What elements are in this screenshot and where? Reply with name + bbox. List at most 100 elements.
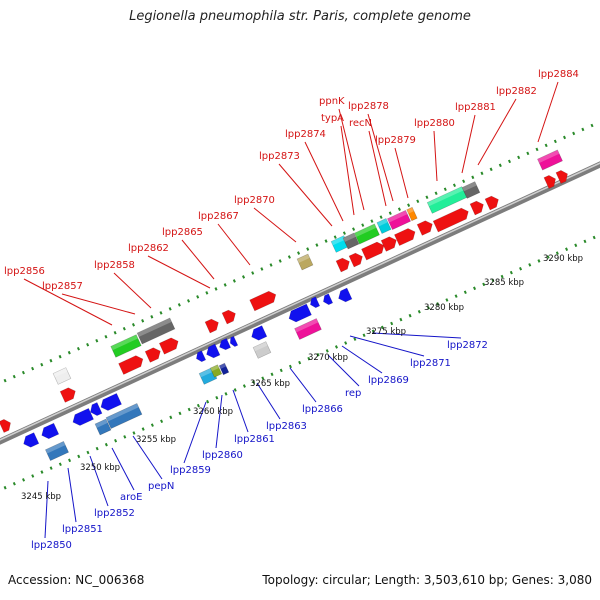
gene-typa[interactable] bbox=[354, 223, 380, 245]
gene-label-lpp2882[interactable]: lpp2882 bbox=[496, 86, 537, 97]
gene-label-lpp2858[interactable]: lpp2858 bbox=[94, 260, 135, 271]
gene-lpp2866[interactable] bbox=[308, 296, 321, 309]
leader-line bbox=[89, 455, 109, 507]
gene-label-lpp2878[interactable]: lpp2878 bbox=[348, 101, 389, 112]
gene-label-lpp2881[interactable]: lpp2881 bbox=[455, 102, 496, 113]
gene-lpp2859d[interactable] bbox=[228, 335, 239, 348]
leader-line bbox=[67, 467, 77, 523]
gene-lpp2851b[interactable] bbox=[39, 422, 60, 441]
gene-ppnk[interactable] bbox=[376, 218, 392, 234]
leader-line bbox=[341, 345, 383, 374]
gene-label-lpp2862[interactable]: lpp2862 bbox=[128, 243, 169, 254]
gene-aroe[interactable] bbox=[98, 392, 122, 412]
gene-lpp2856[interactable] bbox=[0, 417, 13, 433]
gene-pseudo2[interactable] bbox=[252, 341, 272, 359]
gene-label-lpp2871[interactable]: lpp2871 bbox=[410, 358, 451, 369]
gene-lpp2882[interactable] bbox=[484, 194, 501, 211]
gene-lpp2870b[interactable] bbox=[296, 253, 314, 271]
gene-lpp2879d[interactable] bbox=[380, 235, 399, 252]
gene-lpp2863[interactable] bbox=[286, 303, 312, 324]
gene-lpp2858[interactable] bbox=[110, 334, 142, 358]
gene-label-lpp2856[interactable]: lpp2856 bbox=[4, 266, 45, 277]
gene-lpp2879b[interactable] bbox=[348, 251, 365, 268]
map-title: Legionella pneumophila str. Paris, compl… bbox=[129, 9, 471, 24]
leader-line bbox=[368, 130, 387, 207]
gene-label-lpp2872[interactable]: lpp2872 bbox=[447, 340, 488, 351]
gene-label-lpp2879[interactable]: lpp2879 bbox=[375, 135, 416, 146]
leader-line bbox=[181, 239, 215, 280]
gene-label-pepn[interactable]: pepN bbox=[148, 481, 174, 492]
gene-lpp2865[interactable] bbox=[158, 336, 180, 355]
gene-lpp2859b[interactable] bbox=[204, 343, 221, 360]
gene-lpp2884b[interactable] bbox=[543, 173, 558, 189]
gene-lpp2867[interactable] bbox=[221, 308, 238, 325]
gene-lpp2884[interactable] bbox=[537, 149, 563, 171]
gene-lpp2861[interactable] bbox=[249, 325, 268, 343]
gene-rep[interactable] bbox=[321, 293, 334, 306]
gene-lpp2852b[interactable] bbox=[88, 402, 103, 417]
gene-label-lpp2869[interactable]: lpp2869 bbox=[368, 375, 409, 386]
kbp-label: 3245 kbp bbox=[21, 492, 61, 502]
chromosome-backbone bbox=[0, 161, 600, 445]
gene-label-lpp2861[interactable]: lpp2861 bbox=[234, 434, 275, 445]
gene-lpp2874[interactable] bbox=[342, 232, 360, 250]
gene-label-lpp2874[interactable]: lpp2874 bbox=[285, 129, 326, 140]
leader-line bbox=[433, 130, 438, 182]
gene-label-lpp2863[interactable]: lpp2863 bbox=[266, 421, 307, 432]
gene-lpp2850[interactable] bbox=[21, 432, 40, 450]
gene-lpp2851[interactable] bbox=[45, 440, 69, 462]
gene-lpp2862b[interactable] bbox=[144, 346, 163, 363]
gene-lpp2879c[interactable] bbox=[361, 240, 386, 261]
gene-label-lpp2880[interactable]: lpp2880 bbox=[414, 118, 455, 129]
gene-lpp2862[interactable] bbox=[118, 354, 146, 375]
gene-lpp2879e[interactable] bbox=[394, 226, 417, 247]
gene-pseudo1[interactable] bbox=[52, 367, 72, 385]
gene-label-rep[interactable]: rep bbox=[345, 388, 361, 399]
gene-label-lpp2867[interactable]: lpp2867 bbox=[198, 211, 239, 222]
gene-label-lpp2859[interactable]: lpp2859 bbox=[170, 465, 211, 476]
kbp-label: 3250 kbp bbox=[80, 463, 120, 473]
gene-lpp2869[interactable] bbox=[336, 287, 353, 304]
leader-line bbox=[147, 255, 211, 289]
gene-lpp2859c[interactable] bbox=[217, 337, 232, 351]
gene-label-aroe[interactable]: aroE bbox=[120, 492, 142, 503]
gene-label-lpp2873[interactable]: lpp2873 bbox=[259, 151, 300, 162]
gene-label-lpp2870[interactable]: lpp2870 bbox=[234, 195, 275, 206]
gene-lpp2852[interactable] bbox=[70, 407, 94, 427]
gene-lpp2881[interactable] bbox=[461, 181, 481, 199]
gene-lpp2860c[interactable] bbox=[218, 362, 230, 376]
kbp-label: 3280 kbp bbox=[424, 303, 464, 313]
gene-label-lpp2851[interactable]: lpp2851 bbox=[62, 524, 103, 535]
gene-label-lpp2850[interactable]: lpp2850 bbox=[31, 540, 72, 551]
gene-label-lpp2860[interactable]: lpp2860 bbox=[202, 450, 243, 461]
gene-lpp2870[interactable] bbox=[249, 289, 279, 312]
gene-recn[interactable] bbox=[387, 209, 411, 231]
gene-label-ppnk[interactable]: ppnK bbox=[319, 96, 345, 107]
gene-label-lpp2866[interactable]: lpp2866 bbox=[302, 404, 343, 415]
kbp-label: 3285 kbp bbox=[484, 278, 524, 288]
gene-label-lpp2852[interactable]: lpp2852 bbox=[94, 508, 135, 519]
gene-label-typa[interactable]: typA bbox=[321, 113, 344, 124]
gene-lpp2880b[interactable] bbox=[432, 206, 471, 233]
forward-scale-ring bbox=[0, 120, 600, 385]
gene-label-lpp2884[interactable]: lpp2884 bbox=[538, 69, 579, 80]
gene-lpp2879a[interactable] bbox=[335, 256, 352, 273]
kbp-label: 3270 kbp bbox=[308, 353, 348, 363]
gene-lpp2878[interactable] bbox=[406, 206, 418, 222]
gene-lpp2865b[interactable] bbox=[204, 317, 221, 334]
kbp-label: 3255 kbp bbox=[136, 435, 176, 445]
gene-label-lpp2865[interactable]: lpp2865 bbox=[162, 227, 203, 238]
gene-features bbox=[0, 149, 570, 462]
gene-lpp2857[interactable] bbox=[59, 386, 78, 403]
gene-lpp2871[interactable] bbox=[294, 318, 322, 340]
gene-lpp2859[interactable] bbox=[194, 350, 207, 363]
gene-lpp2879f[interactable] bbox=[416, 219, 435, 236]
gene-label-lpp2857[interactable]: lpp2857 bbox=[42, 281, 83, 292]
gene-lpp2860b[interactable] bbox=[209, 364, 223, 378]
gene-lpp2884c[interactable] bbox=[555, 168, 570, 184]
gene-aroe-b[interactable] bbox=[94, 418, 112, 436]
gene-lpp2881b[interactable] bbox=[469, 199, 486, 216]
gene-pepn[interactable] bbox=[105, 403, 143, 429]
gene-lpp2858b[interactable] bbox=[136, 317, 176, 345]
gene-label-recn[interactable]: recN bbox=[349, 118, 372, 129]
